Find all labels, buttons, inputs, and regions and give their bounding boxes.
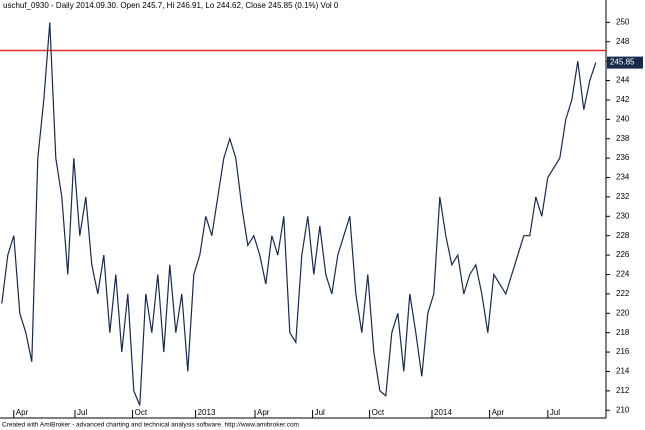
y-tick-label: 222 xyxy=(616,289,630,298)
x-tick-label: Oct xyxy=(372,408,385,417)
x-tick-label: Apr xyxy=(16,408,29,417)
y-tick-label: 218 xyxy=(616,328,630,337)
x-tick-label: Jul xyxy=(315,408,325,417)
last-price-label: 245.85 xyxy=(610,58,635,67)
chart-title: uschuf_0930 - Daily 2014.09.30. Open 245… xyxy=(3,1,339,10)
last-price-box xyxy=(607,56,643,69)
x-tick-label: Oct xyxy=(135,408,148,417)
y-tick-label: 250 xyxy=(616,17,630,26)
price-line xyxy=(1,22,597,406)
y-tick-label: 240 xyxy=(616,114,630,123)
y-tick-label: 216 xyxy=(616,347,630,356)
x-tick-label: Jul xyxy=(77,408,87,417)
y-tick-label: 248 xyxy=(616,37,630,46)
x-tick-label: 2013 xyxy=(198,408,216,417)
y-tick-label: 232 xyxy=(616,192,630,201)
y-tick-label: 214 xyxy=(616,367,630,376)
y-tick-label: 244 xyxy=(616,76,630,85)
y-tick-label: 220 xyxy=(616,308,630,317)
y-tick-label: 228 xyxy=(616,231,630,240)
y-tick-label: 226 xyxy=(616,250,630,259)
footer: Created with AmiBroker - advanced charti… xyxy=(2,422,299,429)
y-tick-label: 212 xyxy=(616,386,630,395)
y-tick-label: 210 xyxy=(616,405,630,414)
y-tick-label: 242 xyxy=(616,95,630,104)
x-tick-label: Jul xyxy=(550,408,560,417)
y-tick-label: 230 xyxy=(616,211,630,220)
y-tick-label: 236 xyxy=(616,153,630,162)
x-tick-label: 2014 xyxy=(434,408,452,417)
y-tick-label: 234 xyxy=(616,173,630,182)
x-tick-label: Apr xyxy=(492,408,505,417)
x-tick-label: Apr xyxy=(257,408,270,417)
y-tick-label: 238 xyxy=(616,134,630,143)
y-tick-label: 224 xyxy=(616,270,630,279)
